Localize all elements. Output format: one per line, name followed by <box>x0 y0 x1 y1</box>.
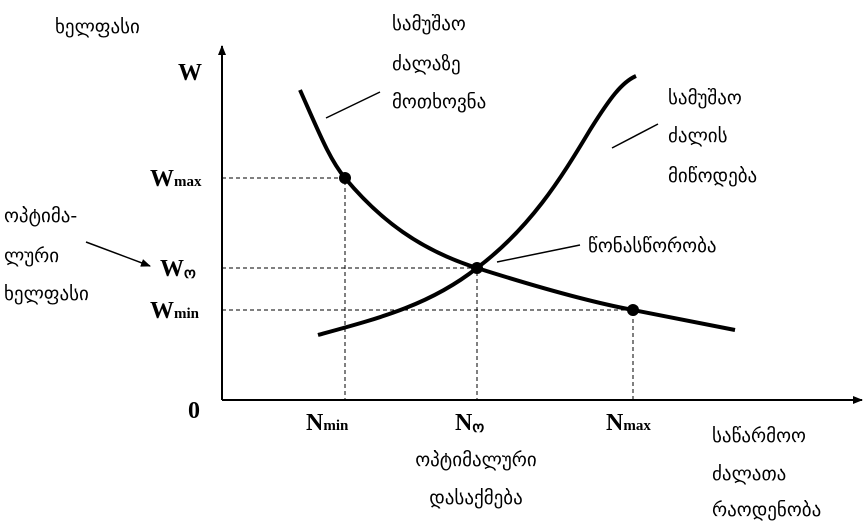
wage-level: Wmin <box>150 298 200 324</box>
optimal-wage-label: ლური <box>4 245 59 267</box>
wage-level: Wო <box>160 256 196 282</box>
subscript: min <box>174 306 200 322</box>
employment-level: Nmax <box>606 410 651 436</box>
subscript: ო <box>472 420 484 436</box>
point <box>339 172 351 184</box>
optimal-employment-label: დასაქმება <box>429 487 523 509</box>
subscript: ო <box>184 266 196 282</box>
origin-label: 0 <box>188 398 200 424</box>
supply-label: ძალის <box>668 125 728 147</box>
equilibrium-label: წონასწორობა <box>588 235 717 257</box>
guide-line <box>222 177 346 400</box>
leader-line <box>611 123 659 149</box>
leader-line <box>325 91 381 119</box>
employment-level: Nო <box>455 410 484 436</box>
demand-label: სამუშაო <box>392 13 466 35</box>
point <box>627 304 639 316</box>
optimal-wage-label: ოპტიმა- <box>4 205 77 227</box>
demand-label: ძალაზე <box>392 53 461 75</box>
symbol: N <box>306 410 324 436</box>
guide-line <box>222 267 478 400</box>
y-axis-title: ხელფასი <box>55 16 140 38</box>
point <box>471 262 483 274</box>
supply-label: მიწოდება <box>668 165 757 187</box>
leader-line <box>496 244 581 263</box>
demand-label: მოთხოვნა <box>392 91 486 113</box>
guide-line <box>222 309 634 400</box>
symbol: W <box>150 298 174 324</box>
employment-level: Nmin <box>306 410 349 436</box>
supply-label: სამუშაო <box>668 87 742 109</box>
symbol: N <box>606 410 624 436</box>
subscript: max <box>174 174 202 190</box>
supply-curve <box>317 74 637 337</box>
symbol: W <box>150 166 174 192</box>
wage-level: Wmax <box>150 166 202 192</box>
x-axis-title: საწარმოო <box>712 425 806 447</box>
x-axis-title: რაოდენობა <box>712 499 821 521</box>
arrow <box>85 241 151 267</box>
subscript: max <box>623 418 651 434</box>
symbol: N <box>455 410 473 436</box>
optimal-wage-label: ხელფასი <box>4 283 89 305</box>
subscript: min <box>323 418 349 434</box>
optimal-employment-label: ოპტიმალური <box>415 449 537 471</box>
x-axis-title: ძალათა <box>712 463 786 485</box>
y-axis-symbol: W <box>178 60 202 86</box>
symbol: W <box>160 256 184 282</box>
